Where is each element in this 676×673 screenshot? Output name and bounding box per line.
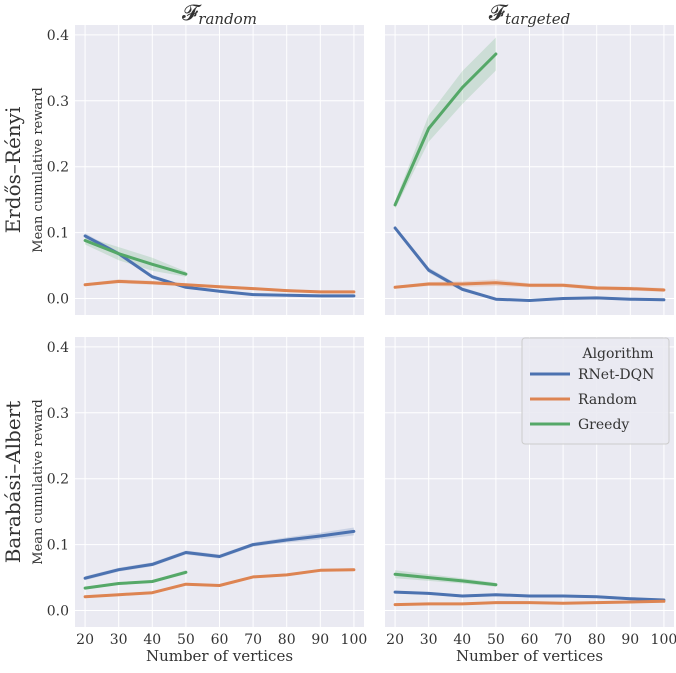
y-axis-label: Mean cumulative reward <box>31 399 46 564</box>
x-tick-label: 100 <box>651 632 676 648</box>
panel-erd-s-r-nyirandom: 0.0 0.1 0.2 0.3 0.4 <box>47 25 364 315</box>
y-axis-label: Mean cumulative reward <box>31 87 46 252</box>
legend-entry-random: Random <box>578 392 637 408</box>
y-tick-label: 0.2 <box>47 472 69 488</box>
x-tick-label: 90 <box>621 632 639 648</box>
x-tick-label: 20 <box>76 632 94 648</box>
x-tick-label: 40 <box>453 632 471 648</box>
x-tick-label: 100 <box>341 632 368 648</box>
row-title: Erdős–Rényi <box>1 107 25 234</box>
x-tick-label: 40 <box>143 632 161 648</box>
column-title: 𝓕targeted <box>489 1 570 28</box>
x-axis-label: Number of vertices <box>456 647 603 665</box>
legend: Algorithm RNet-DQN Random Greedy <box>522 338 669 444</box>
y-tick-label: 0.0 <box>47 604 69 620</box>
x-tick-label: 30 <box>420 632 438 648</box>
x-tick-label: 70 <box>244 632 262 648</box>
x-tick-label: 30 <box>110 632 128 648</box>
row-title: Barabási–Albert <box>1 401 25 564</box>
x-tick-label: 60 <box>211 632 229 648</box>
x-tick-label: 20 <box>386 632 404 648</box>
x-tick-label: 90 <box>311 632 329 648</box>
legend-title: Algorithm <box>581 346 653 362</box>
y-tick-label: 0.1 <box>47 226 69 242</box>
x-tick-label: 50 <box>177 632 195 648</box>
y-tick-label: 0.3 <box>47 94 69 110</box>
x-tick-label: 80 <box>278 632 296 648</box>
x-axis-label: Number of vertices <box>146 647 293 665</box>
chart-figure: 0.0 0.1 0.2 0.3 0.4 0.0 0.1 0.2 0.3 0.4 20 30 40 50 60… <box>0 0 676 673</box>
y-tick-label: 0.3 <box>47 406 69 422</box>
panel-erd-s-r-nyitargeted <box>385 25 674 315</box>
x-tick-label: 60 <box>521 632 539 648</box>
y-tick-label: 0.1 <box>47 538 69 554</box>
x-tick-label: 80 <box>588 632 606 648</box>
x-tick-label: 50 <box>487 632 505 648</box>
x-tick-label: 70 <box>554 632 572 648</box>
y-tick-label: 0.4 <box>47 28 69 44</box>
y-tick-label: 0.2 <box>47 160 69 176</box>
panel-barab-si-albertrandom: 0.0 0.1 0.2 0.3 0.4 20 30 40 50 60 70 80 90 100 Number… <box>47 337 368 665</box>
y-tick-label: 0.0 <box>47 292 69 308</box>
legend-entry-rnet-dqn: RNet-DQN <box>578 367 654 383</box>
column-title: 𝓕random <box>182 1 257 28</box>
y-tick-label: 0.4 <box>47 340 69 356</box>
legend-entry-greedy: Greedy <box>578 417 629 433</box>
